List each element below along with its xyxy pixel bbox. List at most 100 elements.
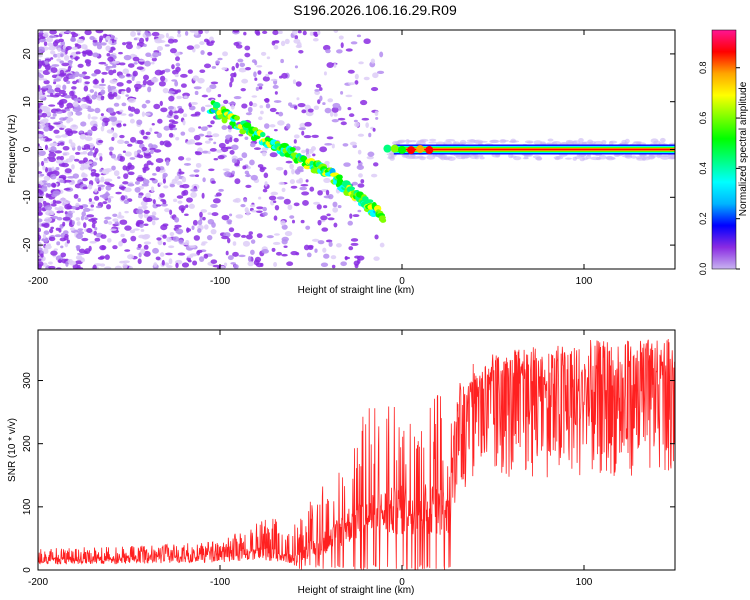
noise-blob: [50, 116, 56, 120]
noise-blob: [84, 59, 92, 64]
noise-blob: [273, 233, 280, 236]
noise-blob: [108, 40, 113, 45]
noise-blob: [156, 237, 162, 241]
noise-blob: [221, 125, 228, 130]
noise-blob: [331, 119, 339, 123]
noise-blob: [77, 107, 83, 112]
noise-blob: [109, 79, 118, 84]
noise-blob: [56, 210, 62, 214]
noise-blob: [315, 83, 322, 88]
noise-blob: [242, 165, 247, 170]
noise-blob: [273, 262, 278, 268]
noise-blob: [298, 127, 307, 131]
noise-blob: [129, 118, 135, 124]
noise-blob: [259, 105, 264, 109]
noise-blob: [202, 216, 206, 221]
noise-blob: [238, 133, 244, 137]
noise-blob: [61, 62, 70, 67]
noise-blob: [314, 88, 320, 92]
noise-blob: [38, 123, 41, 128]
noise-blob: [81, 211, 86, 217]
noise-blob: [151, 211, 157, 216]
noise-blob: [94, 188, 98, 193]
noise-blob: [145, 192, 151, 199]
noise-blob: [141, 103, 147, 109]
carrier-halo: [648, 154, 655, 159]
noise-blob: [294, 35, 299, 40]
noise-blob: [299, 186, 308, 191]
noise-blob: [305, 225, 311, 230]
noise-blob: [134, 108, 141, 115]
noise-blob: [108, 94, 115, 100]
noise-blob: [208, 138, 213, 141]
spectrogram-y-label: Frequency (Hz): [7, 115, 18, 184]
noise-blob: [111, 64, 117, 68]
noise-blob: [338, 35, 344, 40]
noise-blob: [260, 110, 264, 115]
noise-blob: [160, 75, 166, 82]
carrier-halo: [465, 141, 475, 144]
snr-x-label: Height of straight line (km): [298, 585, 415, 596]
noise-blob: [143, 223, 149, 226]
noise-blob: [190, 188, 198, 192]
noise-blob: [59, 102, 64, 109]
noise-blob: [200, 106, 206, 112]
noise-blob: [291, 168, 295, 175]
noise-blob: [143, 213, 149, 219]
noise-blob: [109, 47, 116, 51]
noise-blob: [251, 209, 258, 213]
noise-blob: [312, 37, 319, 42]
noise-blob: [103, 219, 109, 225]
noise-blob: [281, 224, 288, 230]
noise-blob: [69, 154, 75, 161]
noise-blob: [211, 180, 216, 184]
noise-blob: [73, 193, 79, 199]
noise-blob: [174, 224, 182, 228]
colorbar-tick-label: 0.8: [698, 61, 708, 74]
noise-blob: [166, 236, 172, 243]
noise-blob: [230, 262, 237, 265]
noise-blob: [99, 244, 107, 251]
noise-blob: [257, 83, 264, 87]
noise-blob: [62, 151, 70, 156]
y-tick-label: 100: [22, 498, 33, 515]
noise-blob: [300, 149, 307, 154]
noise-blob: [254, 30, 260, 35]
noise-blob: [71, 205, 77, 210]
noise-blob: [194, 111, 201, 116]
noise-blob: [116, 82, 124, 87]
noise-blob: [168, 119, 175, 123]
noise-blob: [82, 177, 88, 182]
noise-blob: [215, 192, 222, 197]
noise-blob: [98, 86, 106, 90]
noise-blob: [261, 147, 268, 151]
noise-blob: [78, 248, 86, 254]
noise-blob: [146, 160, 152, 166]
noise-blob: [373, 256, 380, 261]
noise-blob: [310, 146, 316, 151]
carrier-halo: [459, 139, 467, 145]
noise-blob: [358, 173, 363, 178]
noise-blob: [372, 72, 379, 79]
noise-blob: [312, 153, 316, 157]
noise-blob: [144, 60, 151, 67]
noise-blob: [291, 30, 298, 35]
noise-blob: [272, 84, 279, 89]
spectrogram-y-ticks: 20 10 0 -10 -20: [22, 48, 675, 252]
noise-blob: [120, 233, 125, 238]
noise-blob: [313, 201, 321, 205]
track-point: [221, 116, 228, 124]
track-point: [289, 147, 296, 152]
noise-blob: [165, 159, 170, 166]
noise-blob: [210, 259, 218, 264]
noise-blob: [40, 250, 44, 255]
noise-blob: [143, 244, 149, 250]
noise-blob: [106, 53, 111, 57]
noise-blob: [150, 61, 155, 65]
noise-blob: [188, 203, 195, 209]
noise-blob: [164, 142, 172, 148]
noise-blob: [127, 98, 136, 103]
noise-blob: [118, 51, 123, 55]
noise-blob: [133, 37, 138, 41]
noise-blob: [50, 203, 57, 207]
